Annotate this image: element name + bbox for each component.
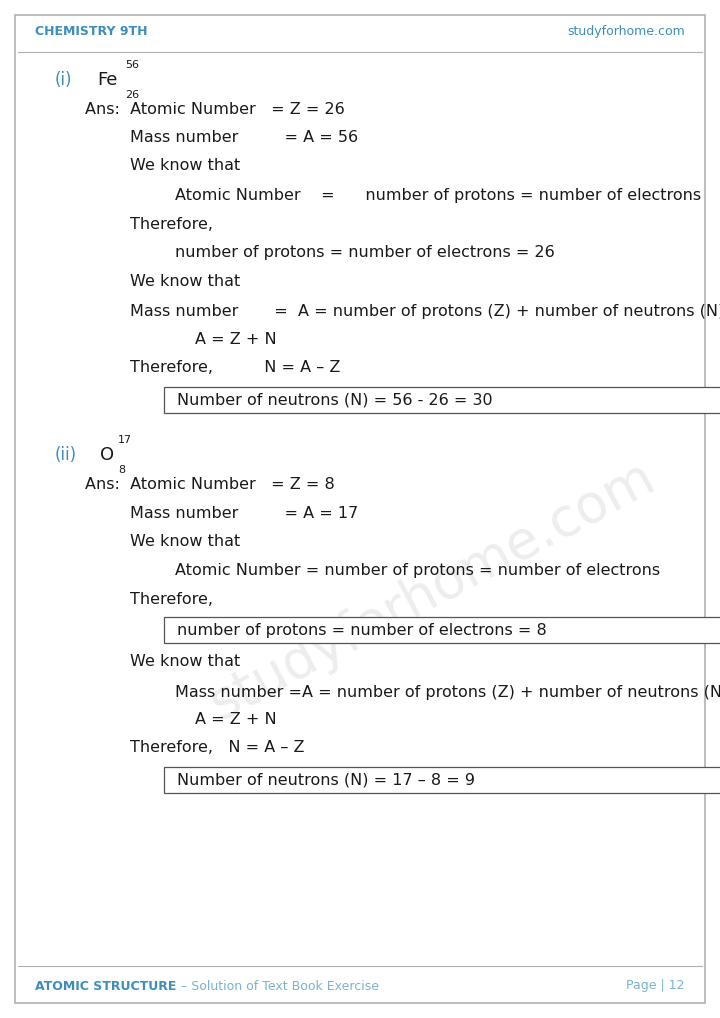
Text: Mass number         = A = 56: Mass number = A = 56: [130, 130, 358, 146]
FancyBboxPatch shape: [164, 617, 720, 643]
Text: Atomic Number    =      number of protons = number of electrons: Atomic Number = number of protons = numb…: [175, 188, 701, 204]
Text: Mass number         = A = 17: Mass number = A = 17: [130, 506, 359, 520]
Text: Mass number       =  A = number of protons (Z) + number of neutrons (N): Mass number = A = number of protons (Z) …: [130, 304, 720, 320]
FancyBboxPatch shape: [164, 767, 720, 793]
Text: Therefore,   N = A – Z: Therefore, N = A – Z: [130, 740, 305, 755]
Text: Mass number =A = number of protons (Z) + number of neutrons (N): Mass number =A = number of protons (Z) +…: [175, 684, 720, 699]
Text: Number of neutrons (N) = 17 – 8 = 9: Number of neutrons (N) = 17 – 8 = 9: [177, 773, 475, 788]
Text: 8: 8: [118, 465, 125, 475]
Text: Therefore,          N = A – Z: Therefore, N = A – Z: [130, 360, 341, 376]
Text: 56: 56: [125, 60, 139, 70]
Text: – Solution of Text Book Exercise: – Solution of Text Book Exercise: [177, 979, 379, 993]
Text: Page | 12: Page | 12: [626, 979, 685, 993]
Text: studyforhome.com: studyforhome.com: [201, 451, 663, 730]
FancyBboxPatch shape: [164, 387, 720, 413]
Text: Fe: Fe: [97, 71, 117, 89]
Text: Therefore,: Therefore,: [130, 218, 213, 232]
Text: 26: 26: [125, 90, 139, 100]
Text: CHEMISTRY 9TH: CHEMISTRY 9TH: [35, 25, 148, 39]
Text: Number of neutrons (N) = 56 - 26 = 30: Number of neutrons (N) = 56 - 26 = 30: [177, 393, 492, 407]
Text: We know that: We know that: [130, 275, 240, 289]
Text: Therefore,: Therefore,: [130, 592, 213, 608]
Text: studyforhome.com: studyforhome.com: [567, 25, 685, 39]
Text: O: O: [100, 446, 114, 464]
Text: 17: 17: [118, 435, 132, 445]
Text: Ans:  Atomic Number   = Z = 26: Ans: Atomic Number = Z = 26: [85, 103, 345, 117]
Text: Ans:  Atomic Number   = Z = 8: Ans: Atomic Number = Z = 8: [85, 477, 335, 493]
Text: A = Z + N: A = Z + N: [195, 333, 276, 347]
Text: We know that: We know that: [130, 533, 240, 549]
Text: (ii): (ii): [55, 446, 77, 464]
Text: ATOMIC STRUCTURE: ATOMIC STRUCTURE: [35, 979, 176, 993]
Text: number of protons = number of electrons = 8: number of protons = number of electrons …: [177, 622, 546, 637]
Text: (i): (i): [55, 71, 73, 89]
Text: A = Z + N: A = Z + N: [195, 713, 276, 728]
Text: Atomic Number = number of protons = number of electrons: Atomic Number = number of protons = numb…: [175, 564, 660, 578]
Text: We know that: We know that: [130, 159, 240, 173]
Text: We know that: We know that: [130, 655, 240, 670]
Text: number of protons = number of electrons = 26: number of protons = number of electrons …: [175, 245, 554, 261]
